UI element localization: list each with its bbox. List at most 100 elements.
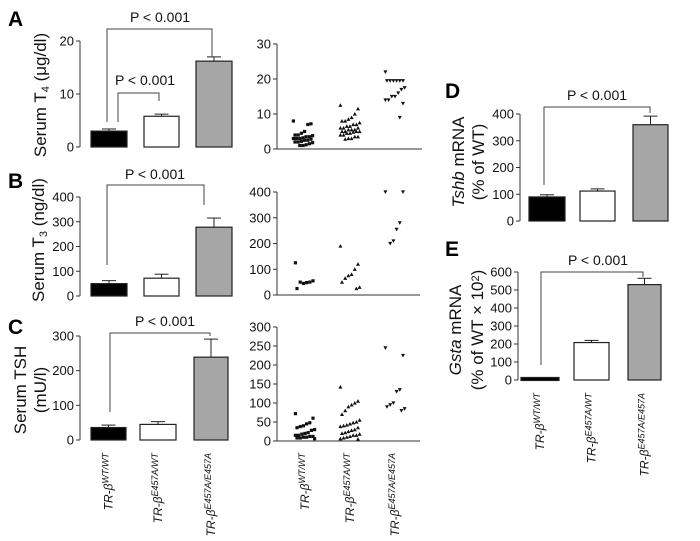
p-value-label: P < 0.001	[125, 166, 185, 182]
data-point	[346, 127, 351, 132]
data-point	[352, 127, 357, 132]
data-point	[296, 133, 300, 137]
category-superscript: WT/WT	[532, 392, 542, 424]
panel-a-scatter: 0 10 20 30	[257, 37, 422, 157]
y-tick-label: 30	[257, 37, 271, 52]
data-point	[357, 129, 362, 134]
data-point	[309, 122, 313, 126]
bar	[90, 426, 127, 441]
x-category-label: TR-βWT/WT	[101, 452, 116, 511]
data-point	[354, 286, 359, 291]
y-tick-label: 200	[52, 363, 74, 378]
category-base: TR-β	[204, 509, 218, 536]
data-point	[391, 79, 396, 83]
y-tick-label: 200	[492, 160, 514, 175]
category-base: TR-β	[388, 509, 402, 536]
y-tick-label: 20	[60, 34, 74, 49]
category-superscript: E457A/E457A	[203, 453, 213, 510]
category-superscript: WT/WT	[101, 452, 111, 484]
data-point	[357, 432, 362, 436]
y-tick-label: 100	[490, 355, 512, 370]
data-point	[354, 420, 359, 424]
category-superscript: E457A/E457A	[387, 453, 397, 510]
data-point	[386, 98, 391, 102]
data-point	[303, 431, 307, 435]
data-point	[352, 427, 357, 432]
data-point	[354, 122, 359, 127]
data-point	[385, 79, 389, 83]
data-point	[401, 101, 405, 106]
y-tick-label: 500	[490, 283, 512, 298]
y-axis-label: (% of WT)	[469, 124, 488, 201]
panel-c-scatter: 050100150200250300TR-βWT/WTTR-βE457A/WTT…	[249, 320, 420, 536]
data-point	[397, 79, 402, 83]
y-tick-label: 100	[249, 396, 271, 411]
x-category-label: TR-βWT/WT	[532, 392, 547, 451]
data-point	[303, 138, 307, 142]
p-value-label: P < 0.001	[115, 72, 175, 88]
data-point	[311, 416, 315, 420]
data-point	[344, 124, 349, 128]
data-point	[291, 136, 295, 141]
data-point	[346, 136, 351, 141]
y-tick-label: 200	[52, 239, 74, 254]
data-point	[338, 133, 343, 137]
x-category-label: TR-βE457A/WT	[150, 451, 165, 523]
data-point	[295, 426, 299, 430]
y-axis-label: Serum TSH	[11, 346, 30, 435]
y-tick-label: 0	[67, 289, 74, 304]
y-tick-label: 300	[490, 319, 512, 334]
data-point	[397, 115, 402, 120]
data-point	[300, 432, 304, 436]
panel-label-d: D	[445, 80, 460, 103]
bar	[528, 196, 566, 222]
data-point	[338, 103, 343, 107]
category-base: TR-β	[102, 483, 116, 510]
y-tick-label: 600	[490, 265, 512, 280]
y-tick-label: 10	[257, 107, 271, 122]
data-point	[348, 421, 352, 426]
bar	[139, 423, 177, 441]
data-point	[311, 279, 315, 283]
y-tick-label: 50	[257, 415, 271, 430]
data-point	[356, 425, 360, 430]
data-point	[343, 430, 348, 435]
x-category-label: TR-βE457A/E457A	[203, 453, 218, 536]
p-value-label: P < 0.001	[130, 9, 190, 25]
data-point	[351, 420, 356, 425]
data-point	[296, 140, 300, 144]
y-axis-label-part: Serum T	[29, 237, 48, 302]
data-point	[399, 87, 404, 92]
data-point	[399, 409, 404, 413]
y-axis-label: (mU/l)	[31, 367, 50, 413]
bar	[143, 115, 180, 148]
data-point	[295, 436, 299, 440]
data-point	[346, 429, 351, 434]
panel-b-scatter: 0 100 200 300 400	[249, 185, 420, 303]
category-superscript: E457A/E457A	[637, 393, 647, 450]
data-point	[352, 267, 357, 271]
data-point	[352, 134, 357, 139]
bar	[143, 277, 180, 297]
y-axis-label-part: mRNA	[446, 284, 465, 339]
data-point	[356, 399, 360, 403]
data-point	[356, 106, 360, 111]
data-point	[394, 79, 399, 83]
y-tick-label: 100	[249, 262, 271, 277]
data-point	[309, 137, 313, 141]
data-point	[299, 139, 303, 143]
data-point	[388, 79, 393, 83]
category-base: TR-β	[298, 483, 312, 510]
data-point	[299, 131, 303, 135]
y-axis-label: Serum T3 (ng/dl)	[29, 178, 50, 302]
data-point	[385, 405, 389, 409]
y-tick-label: 150	[249, 377, 271, 392]
y-tick-label: 100	[52, 264, 74, 279]
y-tick-label: 100	[492, 187, 514, 202]
data-point	[305, 422, 309, 426]
data-point	[293, 433, 297, 437]
y-tick-label: 200	[249, 236, 271, 251]
y-axis-label-part: (% of WT)	[469, 124, 488, 201]
data-point	[349, 428, 354, 432]
